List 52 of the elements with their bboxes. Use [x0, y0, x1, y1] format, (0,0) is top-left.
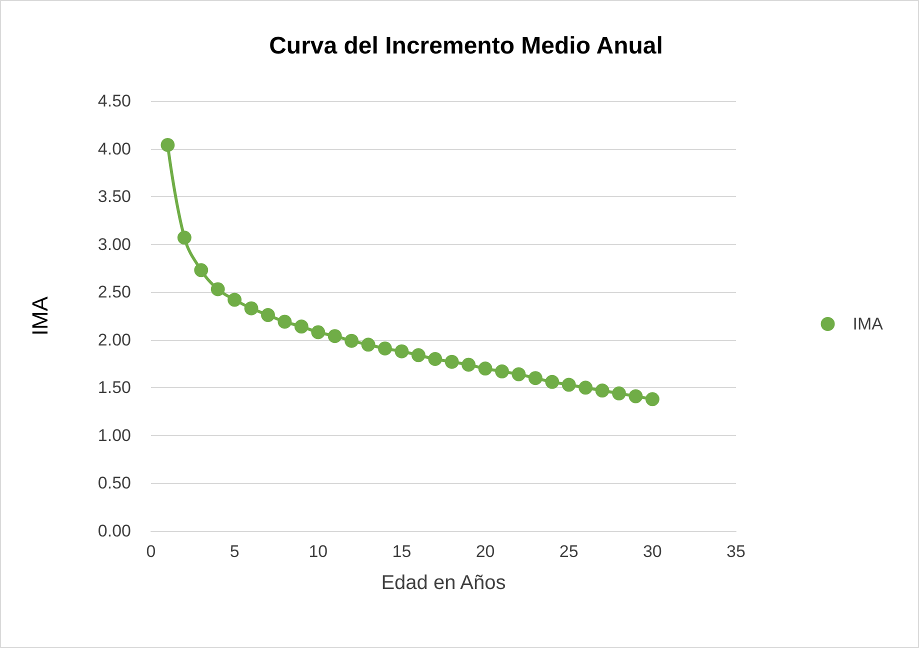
point	[278, 314, 292, 329]
y-axis-title: IMA	[28, 296, 52, 336]
point	[344, 334, 359, 348]
y-tick-label: 1.00	[98, 426, 131, 445]
point	[545, 374, 560, 389]
x-tick-label: 5	[230, 542, 240, 561]
point	[528, 371, 542, 386]
y-tick-label: 3.50	[98, 187, 131, 206]
point	[495, 364, 509, 378]
y-tick-label: 4.00	[98, 139, 131, 158]
x-tick-label: 10	[308, 542, 328, 561]
point	[462, 358, 476, 372]
y-tick-label: 0.00	[98, 522, 131, 540]
x-tick-label: 0	[146, 542, 156, 561]
y-tick-label: 0.50	[98, 474, 131, 493]
chart-title: Curva del Incremento Medio Anual	[269, 32, 663, 60]
point	[194, 263, 208, 278]
point	[160, 138, 175, 152]
point	[261, 308, 275, 322]
y-tick-label: 2.50	[98, 282, 131, 302]
point	[244, 301, 258, 316]
point	[512, 367, 526, 382]
x-tick-label: 15	[392, 542, 412, 561]
y-tick-label: 3.00	[98, 234, 131, 254]
point	[562, 378, 576, 392]
point	[645, 392, 660, 406]
point	[177, 230, 192, 245]
legend-label: IMA	[852, 314, 884, 334]
point	[328, 329, 342, 344]
point	[612, 386, 626, 400]
point	[595, 384, 610, 398]
point	[478, 362, 492, 376]
point	[294, 320, 308, 334]
point	[228, 292, 242, 307]
x-axis-title: Edad en Años	[381, 572, 506, 594]
point	[578, 380, 593, 395]
y-tick-label: 2.00	[98, 330, 131, 350]
x-tick-label: 20	[476, 542, 495, 561]
point	[378, 341, 392, 356]
point	[628, 389, 643, 404]
point	[394, 344, 409, 358]
x-tick-label: 35	[726, 542, 746, 561]
point	[210, 282, 225, 296]
y-tick-label: 1.50	[98, 378, 131, 398]
x-tick-label: 30	[642, 542, 662, 561]
point	[311, 325, 326, 340]
point	[411, 348, 426, 362]
point	[361, 338, 376, 352]
point	[428, 352, 442, 366]
point	[444, 354, 459, 369]
x-tick-label: 25	[559, 542, 578, 561]
y-tick-label: 4.50	[98, 92, 131, 110]
